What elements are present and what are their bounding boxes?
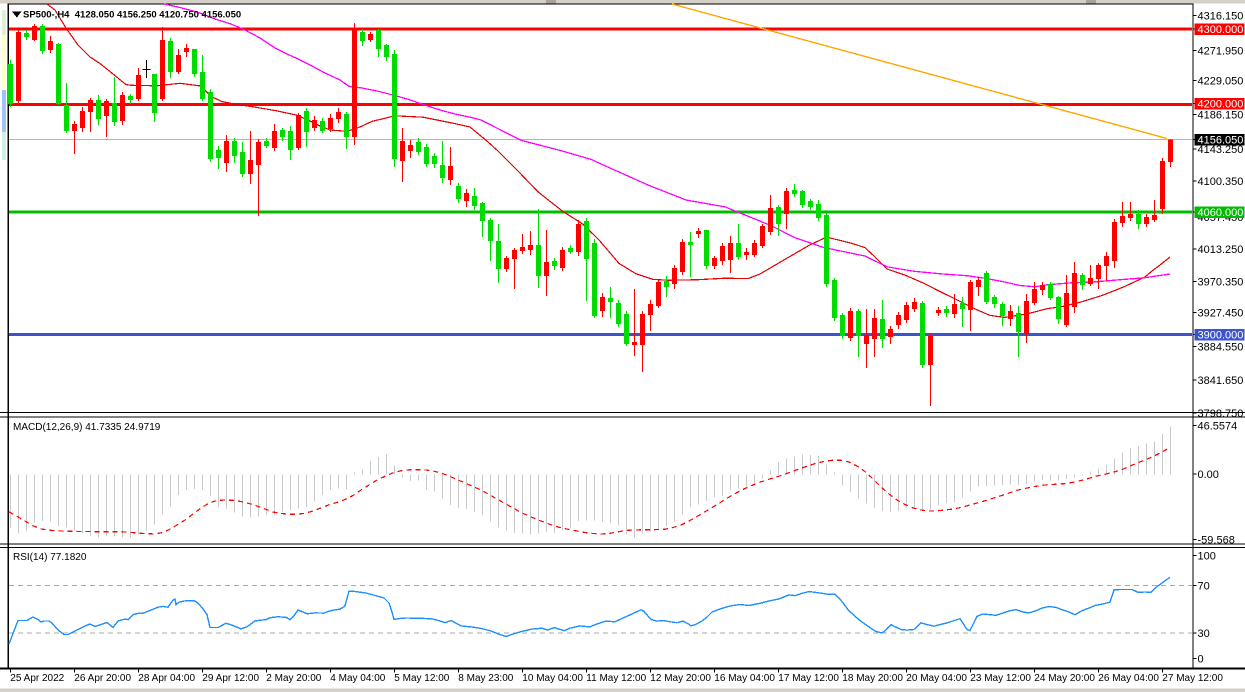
svg-text:3884.550: 3884.550 [1198,342,1244,354]
svg-text:4271.950: 4271.950 [1198,46,1244,58]
svg-text:26 Apr 20:00: 26 Apr 20:00 [74,673,131,684]
svg-text:3900.000: 3900.000 [1198,330,1244,342]
svg-text:4 May 04:00: 4 May 04:00 [330,673,385,684]
svg-text:3841.650: 3841.650 [1198,375,1244,387]
svg-text:4300.000: 4300.000 [1198,24,1244,36]
svg-text:17 May 12:00: 17 May 12:00 [778,673,839,684]
svg-text:5 May 12:00: 5 May 12:00 [394,673,449,684]
svg-text:4316.150: 4316.150 [1198,11,1244,23]
svg-text:3927.450: 3927.450 [1198,308,1244,320]
svg-text:4186.150: 4186.150 [1198,110,1244,122]
svg-text:46.5574: 46.5574 [1198,421,1238,433]
svg-text:SP500-,H4 4128.050 4156.250 4: SP500-,H4 4128.050 4156.250 4120.750 415… [23,10,241,21]
svg-text:26 May 04:00: 26 May 04:00 [1098,673,1159,684]
svg-text:4100.350: 4100.350 [1198,176,1244,188]
svg-text:0.00: 0.00 [1198,469,1219,481]
svg-text:4013.250: 4013.250 [1198,244,1244,256]
svg-text:4229.050: 4229.050 [1198,76,1244,88]
svg-text:-59.568: -59.568 [1198,535,1235,547]
svg-text:4060.000: 4060.000 [1198,207,1244,219]
svg-text:3798.750: 3798.750 [1198,408,1244,420]
svg-text:10 May 04:00: 10 May 04:00 [522,673,583,684]
svg-text:2 May 20:00: 2 May 20:00 [266,673,321,684]
svg-text:0: 0 [1198,654,1204,666]
svg-text:MACD(12,26,9) 41.7335 24.9719: MACD(12,26,9) 41.7335 24.9719 [13,422,161,433]
svg-text:18 May 20:00: 18 May 20:00 [842,673,903,684]
svg-text:20 May 04:00: 20 May 04:00 [906,673,967,684]
svg-text:16 May 04:00: 16 May 04:00 [714,673,775,684]
svg-text:11 May 12:00: 11 May 12:00 [586,673,646,684]
svg-text:4156.050: 4156.050 [1198,135,1244,147]
svg-text:RSI(14) 77.1820: RSI(14) 77.1820 [13,552,87,563]
svg-text:4143.250: 4143.250 [1198,144,1244,156]
svg-text:4200.000: 4200.000 [1198,99,1244,111]
svg-text:70: 70 [1198,580,1210,592]
svg-text:30: 30 [1198,628,1210,640]
svg-text:23 May 12:00: 23 May 12:00 [970,673,1031,684]
svg-text:28 Apr 04:00: 28 Apr 04:00 [138,673,195,684]
svg-text:3970.350: 3970.350 [1198,277,1244,289]
svg-text:100: 100 [1198,551,1216,563]
svg-text:25 Apr 2022: 25 Apr 2022 [10,673,64,684]
svg-text:12 May 20:00: 12 May 20:00 [650,673,711,684]
svg-text:29 Apr 12:00: 29 Apr 12:00 [202,673,259,684]
svg-text:27 May 12:00: 27 May 12:00 [1162,673,1223,684]
svg-text:8 May 23:00: 8 May 23:00 [458,673,513,684]
svg-text:24 May 20:00: 24 May 20:00 [1034,673,1095,684]
